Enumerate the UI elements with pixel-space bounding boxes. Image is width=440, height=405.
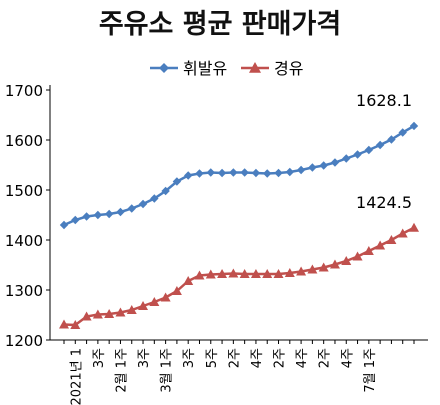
data-point-triangle [115,307,126,317]
data-point-diamond [375,140,385,150]
data-point-diamond [104,209,114,219]
data-point-triangle [81,311,92,321]
data-point-triangle [386,235,397,244]
x-tick-label: 2주 [318,348,333,368]
x-tick-label: 2021년 1 [69,348,84,405]
data-point-triangle [363,246,374,255]
data-point-diamond [195,169,204,178]
x-tick-label: 3월 1주 [160,348,175,393]
x-tick-label: 4주 [340,348,355,368]
series-layer [59,121,419,329]
data-point-triangle [104,309,115,318]
data-point-diamond [330,158,340,167]
x-tick-label: 3주 [182,348,197,368]
data-point-triangle [341,256,352,265]
data-point-triangle [149,297,160,306]
data-point-diamond [127,204,136,213]
x-tick-label: 4주 [295,348,310,368]
data-point-diamond [172,177,182,186]
data-point-diamond [138,199,148,209]
legend-marker-triangle [249,62,261,73]
data-point-diamond [82,212,91,221]
x-tick-label: 3주 [137,348,152,368]
data-point-triangle [59,319,69,329]
data-point-diamond [183,171,193,180]
annotation-layer: 1628.1 1424.5 [356,91,412,212]
legend-label-1: 경유 [274,59,303,78]
data-point-triangle [262,269,273,278]
data-point-diamond [116,207,125,217]
data-point-triangle [329,259,340,269]
x-tick-label: 2월 1주 [114,348,129,393]
data-point-triangle [284,268,295,277]
data-point-diamond [229,168,238,177]
legend-marker-diamond [159,63,169,73]
chart-title: 주유소 평균 판매가격 [99,9,341,40]
data-point-triangle [92,309,103,319]
data-point-triangle [250,269,261,278]
data-point-diamond [263,169,272,178]
data-point-triangle [352,251,363,261]
data-point-triangle [138,301,149,310]
legend-label-0: 휘발유 [183,59,227,78]
data-point-diamond [251,168,261,178]
series-line-1 [63,226,415,327]
x-tick-label: 5주 [205,348,220,368]
data-point-triangle [194,270,205,280]
x-tick-label: 7월 1주 [363,348,378,393]
data-point-triangle [409,222,419,232]
data-point-triangle [217,269,228,278]
data-point-triangle [375,240,386,250]
data-point-triangle [183,276,194,285]
data-point-triangle [318,262,329,272]
data-point-diamond [150,194,159,203]
x-tick-label: 4주 [250,348,265,368]
x-tick-label: 2주 [273,348,288,368]
data-point-diamond [387,135,396,144]
x-tick-label: 2주 [227,348,242,368]
x-tick-label: 3주 [92,348,107,368]
data-point-diamond [217,168,227,178]
data-point-diamond [342,154,351,163]
data-point-triangle [397,228,408,238]
data-point-diamond [206,168,215,177]
y-tick-label: 1400 [5,232,43,250]
axes: 1200 1300 1400 1500 1600 1700 2021년 1 3주 2월 1주 3주… [5,82,428,405]
data-point-diamond [308,163,317,172]
data-point-triangle [307,264,318,274]
data-point-triangle [228,268,239,278]
annotation-label: 1628.1 [356,91,412,110]
data-point-triangle [239,269,250,278]
annotation-label: 1424.5 [356,193,412,212]
data-point-diamond [285,167,295,177]
data-point-diamond [364,145,374,155]
y-tick-label: 1200 [5,332,43,350]
data-point-triangle [296,266,307,276]
data-point-triangle [126,305,137,314]
y-tick-label: 1700 [5,82,43,100]
data-point-triangle [70,320,81,329]
y-tick-label: 1500 [5,182,43,200]
data-point-triangle [160,292,171,302]
data-point-diamond [296,165,306,175]
data-point-diamond [398,128,407,137]
data-point-diamond [353,150,362,159]
data-point-triangle [171,286,182,295]
y-tick-label: 1300 [5,282,43,300]
data-point-diamond [161,186,170,196]
data-point-diamond [319,161,328,170]
data-point-diamond [240,168,249,177]
data-point-diamond [59,220,69,230]
y-tick-label: 1600 [5,132,43,150]
data-point-diamond [93,210,103,220]
data-point-diamond [274,168,283,178]
data-point-diamond [409,121,419,131]
data-point-diamond [71,215,80,225]
data-point-triangle [273,269,284,278]
data-point-triangle [205,269,216,279]
legend: 휘발유 경유 [150,59,303,78]
